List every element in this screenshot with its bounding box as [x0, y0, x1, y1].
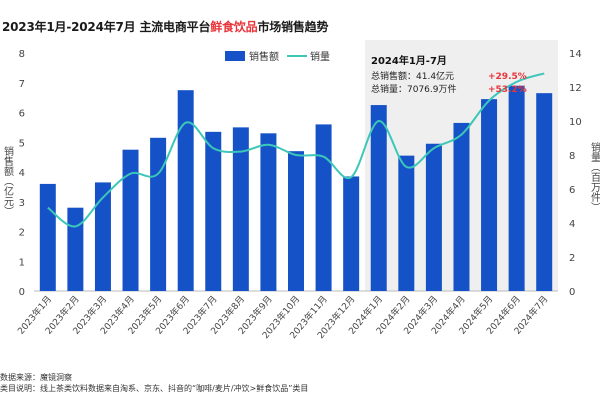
annotation-volume-growth: +53.2%	[488, 85, 527, 95]
bar-sales	[315, 124, 332, 292]
bar-sales	[94, 182, 111, 291]
title-suffix: 市场销售趋势	[257, 20, 329, 34]
y-right-tick-label: 2	[569, 253, 575, 264]
title-highlight: 鲜食饮品	[210, 20, 258, 34]
y-right-tick-label: 6	[569, 185, 575, 196]
bar-sales	[288, 151, 304, 291]
bar-sales	[67, 207, 84, 291]
y-right-tick-label: 10	[569, 117, 582, 128]
y-left-tick-label: 1	[19, 257, 25, 268]
legend-swatch-sales	[225, 51, 245, 61]
annotation-sales-total: 总销售额：41.4亿元	[371, 70, 454, 82]
bar-sales	[481, 99, 498, 291]
y-right-tick-label: 8	[569, 151, 575, 162]
legend-label-volume: 销量	[310, 50, 330, 63]
annotation-sales-growth: +29.5%	[488, 72, 527, 82]
bar-sales	[205, 131, 222, 291]
bar-sales	[260, 133, 277, 291]
legend-label-sales: 销售额	[249, 50, 279, 63]
y-right-axis-title: 销量（百万件）	[589, 141, 600, 212]
bar-sales	[232, 127, 249, 291]
bar-sales	[343, 176, 360, 291]
bar-sales	[39, 183, 56, 291]
y-left-tick-label: 8	[19, 49, 25, 60]
bar-sales	[453, 122, 470, 291]
y-left-axis-title: 销售额（亿元）	[2, 145, 14, 216]
bar-sales	[122, 149, 139, 291]
chart-title: 2023年1月-2024年7月 主流电商平台鲜食饮品市场销售趋势	[2, 18, 328, 35]
bar-sales	[508, 85, 525, 291]
y-left-tick-label: 3	[19, 198, 25, 209]
y-left-tick-label: 5	[19, 138, 25, 149]
y-left-tick-label: 4	[19, 168, 25, 179]
y-left-tick-label: 2	[19, 228, 25, 239]
data-source-note: 数据来源：魔镜洞察	[0, 373, 72, 382]
y-right-tick-label: 12	[569, 83, 582, 94]
y-left-tick-label: 0	[19, 287, 25, 298]
bar-sales	[425, 143, 442, 291]
annotation-volume-total: 总销量：7076.9万件	[371, 83, 457, 95]
title-prefix: 2023年1月-2024年7月 主流电商平台	[2, 20, 211, 34]
annotation-title: 2024年1月-7月	[371, 54, 447, 67]
bar-sales	[370, 105, 387, 291]
bar-sales	[536, 93, 553, 291]
bar-sales	[398, 155, 415, 291]
bar-sales	[177, 90, 194, 291]
y-left-tick-label: 6	[19, 109, 25, 120]
y-left-tick-label: 7	[19, 79, 25, 90]
y-right-tick-label: 14	[569, 49, 582, 60]
bar-sales	[150, 137, 167, 291]
y-right-tick-label: 4	[569, 219, 575, 230]
y-right-tick-label: 0	[569, 287, 575, 298]
category-note: 类目说明：线上茶类饮料数据来自淘系、京东、抖音的“咖啡/麦片/冲饮>鲜食饮品”类…	[0, 384, 309, 393]
